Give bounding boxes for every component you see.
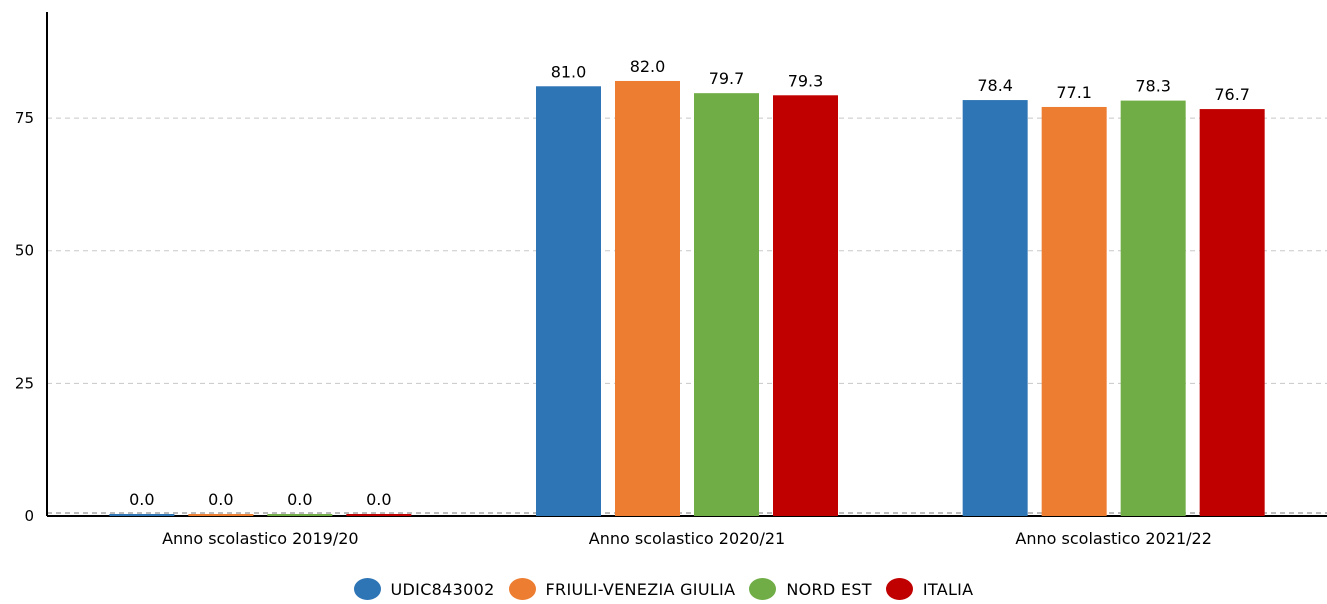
- legend-label: NORD EST: [786, 579, 872, 599]
- legend-label: UDIC843002: [390, 579, 495, 599]
- data-label: 78.4: [977, 76, 1013, 95]
- data-label: 79.7: [709, 69, 745, 88]
- data-label: 77.1: [1056, 83, 1092, 102]
- data-label: 0.0: [366, 490, 391, 509]
- x-tick-label: Anno scolastico 2020/21: [589, 529, 785, 548]
- legend-swatch: [885, 578, 913, 600]
- bar[interactable]: [962, 100, 1028, 516]
- bar[interactable]: [694, 93, 759, 516]
- data-label: 78.3: [1135, 77, 1171, 96]
- bar[interactable]: [1199, 109, 1265, 517]
- legend-item[interactable]: NORD EST: [749, 578, 872, 600]
- y-tick-label: 0: [24, 507, 34, 525]
- bar[interactable]: [346, 514, 412, 516]
- x-tick-label: Anno scolastico 2019/20: [162, 529, 358, 548]
- y-tick-label: 50: [15, 242, 34, 260]
- bar[interactable]: [188, 514, 254, 516]
- data-label: 0.0: [208, 490, 233, 509]
- axes: 0 25 50 75 Anno scolastico 2019/20 Anno scola…: [15, 12, 1327, 548]
- x-tick-label: Anno scolastico 2021/22: [1015, 529, 1211, 548]
- y-tick-label: 75: [15, 109, 34, 127]
- bar[interactable]: [109, 514, 175, 516]
- bar-chart: 0 25 50 75 Anno scolastico 2019/20 Anno scola…: [15, 12, 1327, 548]
- legend-label: FRIULI-VENEZIA GIULIA: [545, 579, 736, 599]
- data-labels: 0.0 0.0 0.0 0.0 81.0 82.0 79.7 79.3 78.4 77.1 78.3…: [129, 57, 1250, 509]
- bar[interactable]: [536, 86, 601, 516]
- legend: UDIC843002 FRIULI-VENEZIA GIULIA NORD EST I…: [0, 578, 1327, 600]
- y-tick-label: 25: [15, 374, 34, 392]
- legend-swatch: [508, 578, 536, 600]
- bar[interactable]: [267, 514, 333, 516]
- data-label: 0.0: [287, 490, 312, 509]
- data-label: 0.0: [129, 490, 154, 509]
- bar[interactable]: [1120, 100, 1186, 516]
- bar[interactable]: [1041, 106, 1107, 517]
- legend-swatch: [749, 578, 777, 600]
- data-label: 79.3: [788, 71, 824, 90]
- bar[interactable]: [615, 80, 680, 517]
- data-label: 76.7: [1214, 85, 1250, 104]
- legend-label: ITALIA: [922, 579, 974, 599]
- legend-item[interactable]: UDIC843002: [353, 578, 495, 600]
- legend-item[interactable]: FRIULI-VENEZIA GIULIA: [508, 578, 736, 600]
- legend-item[interactable]: ITALIA: [885, 578, 974, 600]
- bars: [109, 80, 1265, 517]
- bar[interactable]: [773, 95, 838, 516]
- legend-swatch: [353, 578, 381, 600]
- grid-lines: [47, 117, 1327, 514]
- data-label: 82.0: [630, 57, 666, 76]
- data-label: 81.0: [551, 62, 587, 81]
